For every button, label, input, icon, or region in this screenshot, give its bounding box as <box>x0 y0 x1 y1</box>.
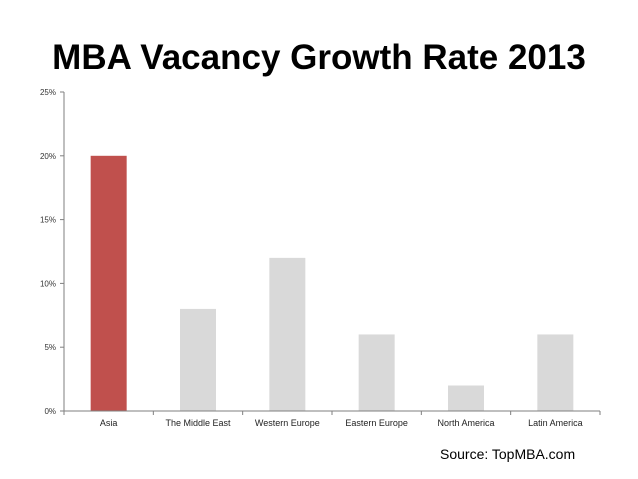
x-category-label: North America <box>437 418 494 428</box>
source-note: Source: TopMBA.com <box>440 446 576 462</box>
x-category-label: Eastern Europe <box>345 418 408 428</box>
x-category-label: Latin America <box>528 418 583 428</box>
bars <box>90 155 574 411</box>
bar-the-middle-east <box>180 308 216 411</box>
y-tick-label: 20% <box>40 152 56 161</box>
bar-asia <box>90 155 127 411</box>
y-tick-label: 5% <box>44 343 56 352</box>
y-tick-label: 25% <box>40 88 56 97</box>
bar-latin-america <box>537 334 574 411</box>
chart-title: MBA Vacancy Growth Rate 2013 <box>52 38 586 77</box>
bar-north-america <box>448 385 484 411</box>
bar-western-europe <box>269 257 306 411</box>
y-tick-label: 15% <box>40 216 56 225</box>
x-axis-labels: Asia The Middle East Western Europe Eastern… <box>63 411 601 428</box>
x-category-label: Western Europe <box>255 418 320 428</box>
bar-eastern-europe <box>358 334 395 411</box>
x-category-label: The Middle East <box>165 418 231 428</box>
x-category-label: Asia <box>100 418 118 428</box>
y-tick-label: 0% <box>44 407 56 416</box>
y-tick-label: 10% <box>40 279 56 288</box>
y-axis-ticks: 0% 5% 10% 15% 20% 25% <box>40 88 64 416</box>
